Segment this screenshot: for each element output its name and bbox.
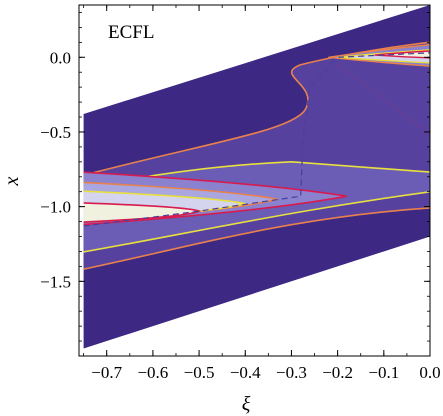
x-tick-label: −0.1 — [368, 363, 399, 382]
y-tick-label: −1.5 — [40, 272, 71, 291]
contour-bands — [83, 38, 430, 275]
y-tick-label: −1.0 — [40, 198, 71, 217]
y-axis-label: x — [1, 176, 23, 186]
plot-area — [83, 5, 430, 349]
contour-band-level-6 — [83, 201, 202, 224]
plot-frame — [78, 4, 431, 357]
x-tick-label: −0.7 — [91, 363, 122, 382]
x-tick-label: −0.2 — [322, 363, 353, 382]
x-axis: −0.7 −0.6 −0.5 −0.4 −0.3 −0.2 −0.1 0.0 — [83, 5, 441, 382]
contour-band-upper-3 — [374, 49, 430, 60]
panel-label: ECFL — [108, 22, 154, 43]
x-axis-label: ξ — [242, 393, 251, 415]
y-axis: 0.0 −0.5 −1.0 −1.5 — [40, 12, 430, 342]
x-tick-label: −0.3 — [276, 363, 307, 382]
x-tick-label: −0.4 — [230, 363, 261, 382]
y-tick-label: 0.0 — [50, 48, 71, 67]
x-tick-label: −0.6 — [137, 363, 168, 382]
y-tick-label: −0.5 — [40, 123, 71, 142]
x-tick-label: 0.0 — [419, 363, 440, 382]
x-tick-label: −0.5 — [184, 363, 215, 382]
